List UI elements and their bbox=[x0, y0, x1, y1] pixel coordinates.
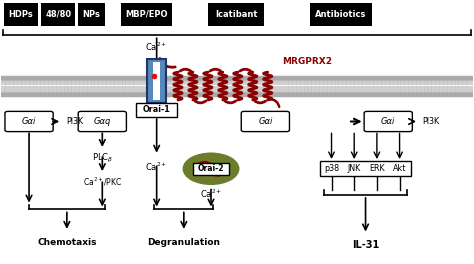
Text: Gαq: Gαq bbox=[94, 117, 111, 126]
Text: Gαi: Gαi bbox=[22, 117, 36, 126]
Text: ERK: ERK bbox=[369, 164, 385, 173]
Text: Orai-2: Orai-2 bbox=[198, 164, 224, 173]
FancyBboxPatch shape bbox=[5, 111, 53, 132]
FancyBboxPatch shape bbox=[193, 163, 229, 175]
FancyBboxPatch shape bbox=[154, 62, 160, 101]
Text: Ca$^{2+}$: Ca$^{2+}$ bbox=[146, 161, 168, 173]
Text: Ca$^{2+}$: Ca$^{2+}$ bbox=[200, 188, 222, 200]
FancyBboxPatch shape bbox=[310, 3, 372, 26]
Text: Degranulation: Degranulation bbox=[147, 238, 220, 247]
FancyBboxPatch shape bbox=[121, 3, 172, 26]
Text: Gαi: Gαi bbox=[381, 117, 395, 126]
Text: p38: p38 bbox=[324, 164, 339, 173]
FancyBboxPatch shape bbox=[208, 3, 264, 26]
FancyBboxPatch shape bbox=[147, 59, 166, 103]
FancyBboxPatch shape bbox=[78, 3, 105, 26]
FancyBboxPatch shape bbox=[241, 111, 290, 132]
Text: PLC$_{\beta}$: PLC$_{\beta}$ bbox=[91, 152, 113, 165]
Text: PI3K: PI3K bbox=[422, 117, 439, 126]
Text: Antibiotics: Antibiotics bbox=[315, 10, 367, 19]
Text: Gαi: Gαi bbox=[258, 117, 273, 126]
Text: Ca$^{2+}$/PKC: Ca$^{2+}$/PKC bbox=[82, 175, 122, 188]
FancyBboxPatch shape bbox=[319, 161, 411, 176]
Text: MBP/EPO: MBP/EPO bbox=[125, 10, 167, 19]
FancyBboxPatch shape bbox=[364, 111, 412, 132]
Text: Akt: Akt bbox=[393, 164, 406, 173]
Text: Chemotaxis: Chemotaxis bbox=[37, 238, 97, 247]
Text: IL-31: IL-31 bbox=[352, 240, 379, 250]
Text: Icatibant: Icatibant bbox=[215, 10, 257, 19]
Text: Ca$^{2+}$: Ca$^{2+}$ bbox=[146, 41, 168, 53]
Text: NPs: NPs bbox=[82, 10, 100, 19]
Text: PI3K: PI3K bbox=[66, 117, 83, 126]
Text: Orai-1: Orai-1 bbox=[143, 105, 171, 114]
FancyBboxPatch shape bbox=[3, 3, 37, 26]
FancyBboxPatch shape bbox=[78, 111, 127, 132]
FancyBboxPatch shape bbox=[137, 103, 177, 117]
Text: MRGPRX2: MRGPRX2 bbox=[282, 56, 332, 65]
Circle shape bbox=[183, 154, 238, 184]
FancyBboxPatch shape bbox=[41, 3, 75, 26]
Text: HDPs: HDPs bbox=[8, 10, 33, 19]
Text: JNK: JNK bbox=[347, 164, 361, 173]
Text: 48/80: 48/80 bbox=[46, 10, 72, 19]
